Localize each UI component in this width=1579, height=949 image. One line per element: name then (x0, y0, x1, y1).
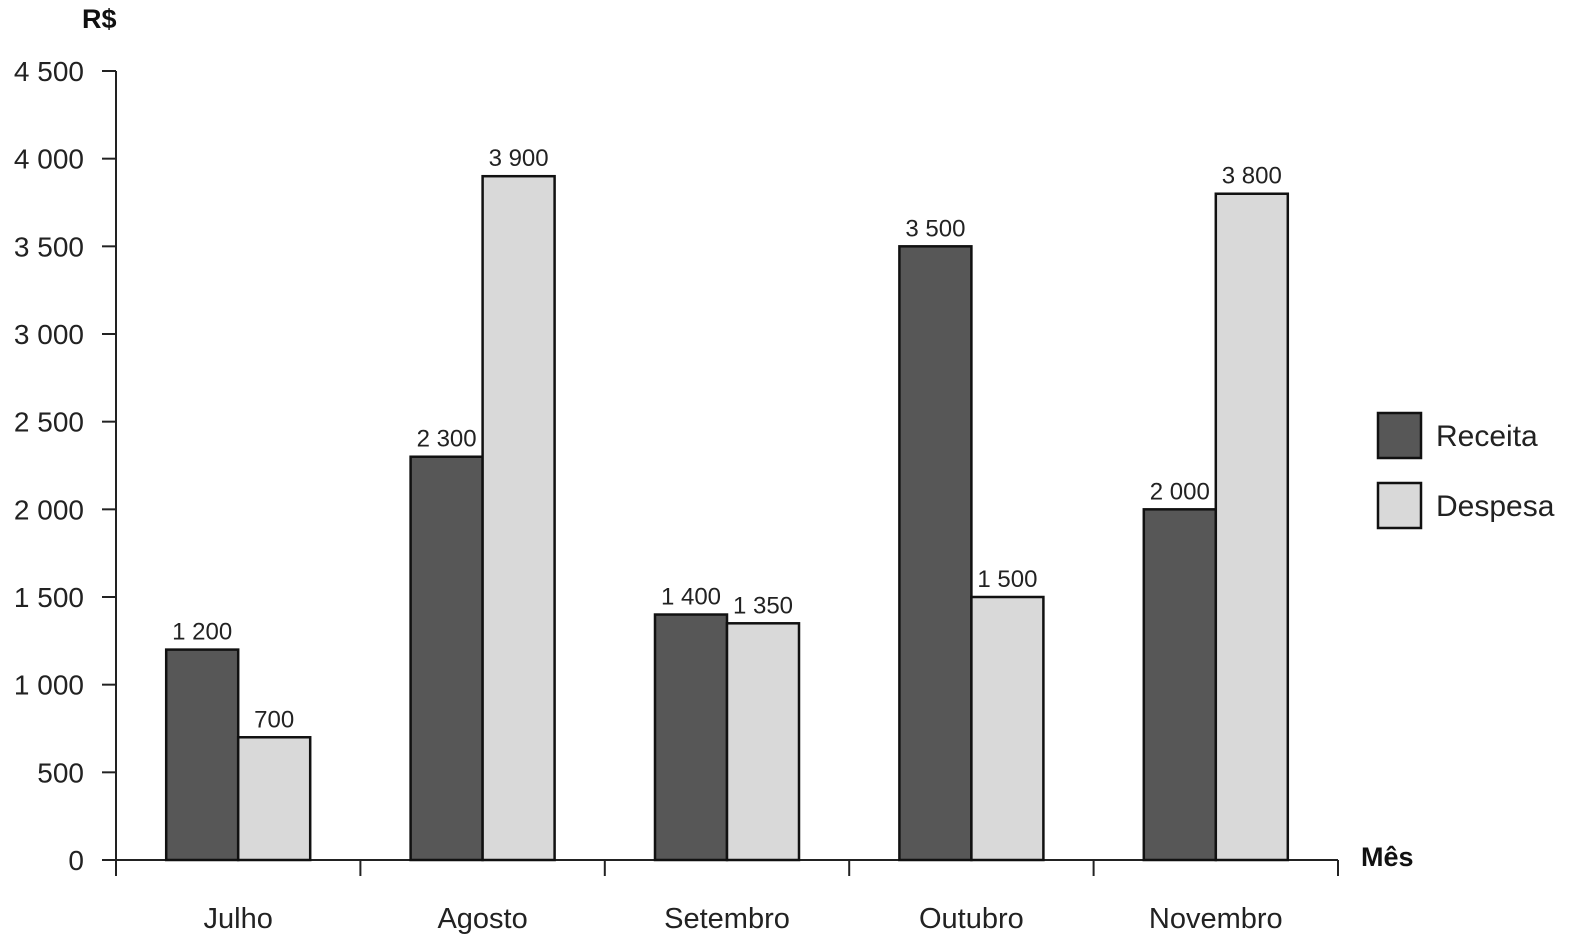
legend-swatch-receita (1376, 411, 1423, 460)
y-tick-label: 2 000 (14, 494, 84, 525)
legend-label-receita: Receita (1436, 420, 1538, 453)
value-label-receita-setembro: 1 400 (661, 584, 721, 611)
legend-label-despesa: Despesa (1436, 490, 1555, 523)
category-label-outubro: Outubro (919, 903, 1024, 935)
value-label-receita-julho: 1 200 (172, 619, 232, 646)
value-label-despesa-setembro: 1 350 (733, 592, 793, 619)
value-label-receita-novembro: 2 000 (1150, 478, 1210, 505)
x-axis-title: Mês (1361, 842, 1414, 872)
bar-despesa-agosto (481, 174, 556, 862)
category-labels: Julho Agosto Setembro Outubro Novembro (204, 903, 1283, 935)
value-label-receita-agosto: 2 300 (417, 426, 477, 453)
y-tick-label: 2 500 (14, 407, 84, 438)
value-label-despesa-novembro: 3 800 (1222, 163, 1282, 190)
value-labels: 1 200 700 2 300 3 900 1 400 1 350 3 500 1 500 2 … (172, 145, 1282, 733)
y-tick-label: 1 000 (14, 670, 84, 701)
bars (164, 174, 1290, 862)
y-tick-label: 1 500 (14, 582, 84, 613)
y-tick-label: 0 (68, 845, 84, 876)
bar-despesa-novembro (1214, 192, 1290, 862)
bar-receita-setembro (653, 613, 729, 862)
y-tick-label: 4 000 (14, 144, 84, 175)
y-tick-label: 3 500 (14, 231, 84, 262)
bar-receita-novembro (1142, 508, 1218, 862)
bar-despesa-setembro (725, 622, 801, 862)
bar-receita-outubro (898, 245, 973, 862)
bar-despesa-outubro (970, 595, 1045, 862)
value-label-receita-outubro: 3 500 (905, 215, 965, 242)
value-label-despesa-outubro: 1 500 (977, 566, 1037, 593)
y-axis-title: R$ (82, 4, 117, 34)
x-ticks (115, 860, 1339, 876)
category-label-novembro: Novembro (1149, 903, 1283, 935)
category-label-agosto: Agosto (437, 903, 527, 935)
value-label-despesa-julho: 700 (254, 706, 294, 733)
bar-receita-agosto (409, 455, 484, 862)
y-ticks: 0 500 1 000 1 500 2 000 2 500 3 000 3 500 4 000 4… (14, 56, 116, 876)
category-label-julho: Julho (204, 903, 273, 935)
y-tick-label: 3 000 (14, 319, 84, 350)
legend-swatch-despesa (1376, 481, 1423, 530)
y-tick-label: 500 (37, 757, 84, 788)
legend: Receita Despesa (1376, 411, 1555, 530)
value-label-despesa-agosto: 3 900 (489, 145, 549, 172)
bar-receita-julho (164, 648, 240, 862)
bar-despesa-julho (236, 736, 312, 862)
y-tick-label: 4 500 (14, 56, 84, 87)
category-label-setembro: Setembro (664, 903, 790, 935)
